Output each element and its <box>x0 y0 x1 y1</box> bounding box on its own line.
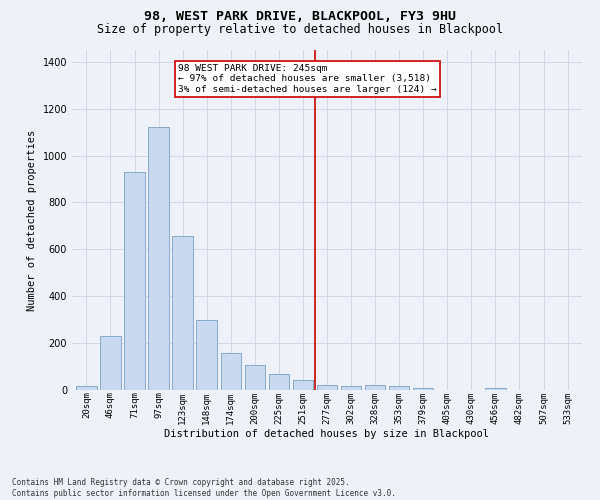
Bar <box>172 236 193 390</box>
Bar <box>245 365 265 390</box>
Text: Contains HM Land Registry data © Crown copyright and database right 2025.
Contai: Contains HM Land Registry data © Crown c… <box>12 478 396 498</box>
Bar <box>100 336 121 390</box>
Bar <box>413 388 433 390</box>
Bar <box>76 386 97 390</box>
Bar <box>269 374 289 390</box>
Bar <box>148 128 169 390</box>
Bar <box>365 386 385 390</box>
Bar <box>196 320 217 390</box>
Y-axis label: Number of detached properties: Number of detached properties <box>27 130 37 310</box>
Bar <box>293 380 313 390</box>
Bar <box>341 386 361 390</box>
X-axis label: Distribution of detached houses by size in Blackpool: Distribution of detached houses by size … <box>164 429 490 439</box>
Bar <box>389 386 409 390</box>
Text: 98 WEST PARK DRIVE: 245sqm
← 97% of detached houses are smaller (3,518)
3% of se: 98 WEST PARK DRIVE: 245sqm ← 97% of deta… <box>178 64 437 94</box>
Text: Size of property relative to detached houses in Blackpool: Size of property relative to detached ho… <box>97 22 503 36</box>
Bar <box>124 172 145 390</box>
Bar <box>221 353 241 390</box>
Bar <box>317 385 337 390</box>
Bar <box>485 388 506 390</box>
Text: 98, WEST PARK DRIVE, BLACKPOOL, FY3 9HU: 98, WEST PARK DRIVE, BLACKPOOL, FY3 9HU <box>144 10 456 23</box>
